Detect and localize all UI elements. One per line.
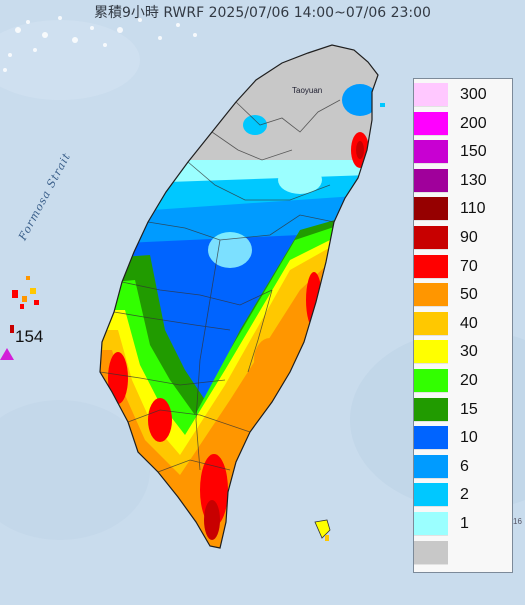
county-boundaries <box>100 99 341 473</box>
legend-swatch <box>414 311 448 336</box>
legend-label: 15 <box>460 400 478 418</box>
legend-swatch <box>414 83 448 107</box>
legend-label: 1 <box>460 515 469 532</box>
penghu-islands <box>10 276 39 333</box>
legend-swatch <box>414 111 448 136</box>
legend-label: 150 <box>460 143 487 161</box>
legend-swatch <box>414 512 448 536</box>
legend-swatch <box>414 168 448 193</box>
legend-swatch <box>414 140 448 165</box>
legend-swatch <box>414 369 448 393</box>
map-title: 累積9小時 RWRF 2025/07/06 14:00~07/06 23:00 <box>94 5 431 21</box>
legend-label: 70 <box>460 257 478 275</box>
legend-label: 10 <box>460 429 478 447</box>
legend-row: 30 <box>414 340 512 365</box>
legend-row: 70 <box>414 254 512 279</box>
legend-swatch <box>414 254 448 279</box>
max-rainfall-marker-icon <box>0 348 14 360</box>
legend-row: 110 <box>414 197 512 222</box>
legend-row: 6 <box>414 454 512 479</box>
legend-row: 200 <box>414 111 512 136</box>
legend-row: 150 <box>414 140 512 165</box>
legend-row: 10 <box>414 426 512 451</box>
legend-row: 15 <box>414 397 512 422</box>
legend-label: 20 <box>460 372 478 389</box>
orchid-island <box>325 535 329 541</box>
legend-row: 20 <box>414 369 512 393</box>
edge-label: 16 <box>513 517 522 526</box>
legend-swatch <box>414 483 448 508</box>
legend-label: 200 <box>460 114 487 132</box>
legend-row: 50 <box>414 283 512 308</box>
legend-row: 1 <box>414 512 512 536</box>
legend-label: 130 <box>460 171 487 189</box>
legend-swatch <box>414 226 448 250</box>
legend-row: 2 <box>414 483 512 508</box>
rainfall-legend: 300 200 150 130 110 90 70 50 40 30 20 15 10 6 2 1 <box>413 78 513 573</box>
legend-swatch <box>414 540 448 565</box>
legend-swatch <box>414 454 448 479</box>
legend-swatch <box>414 340 448 365</box>
legend-label: 110 <box>460 200 486 218</box>
legend-label: 90 <box>460 229 478 246</box>
island-outline <box>99 44 379 549</box>
legend-label: 6 <box>460 457 469 475</box>
legend-swatch <box>414 197 448 222</box>
keelung-islet <box>380 103 385 107</box>
legend-row: 40 <box>414 311 512 336</box>
legend-swatch <box>414 397 448 422</box>
city-label: Taoyuan <box>292 86 323 95</box>
legend-label: 2 <box>460 486 469 504</box>
legend-row <box>414 540 512 565</box>
legend-label: 300 <box>460 86 487 103</box>
legend-label: 40 <box>460 314 478 332</box>
legend-swatch <box>414 426 448 451</box>
legend-row: 300 <box>414 83 512 107</box>
legend-row: 90 <box>414 226 512 250</box>
cloud-speckles <box>3 16 197 72</box>
green-island <box>314 519 331 539</box>
legend-label: 30 <box>460 343 478 361</box>
legend-swatch <box>414 283 448 308</box>
legend-row: 130 <box>414 168 512 193</box>
max-rainfall-value: 154 <box>15 327 44 346</box>
legend-label: 50 <box>460 286 478 304</box>
